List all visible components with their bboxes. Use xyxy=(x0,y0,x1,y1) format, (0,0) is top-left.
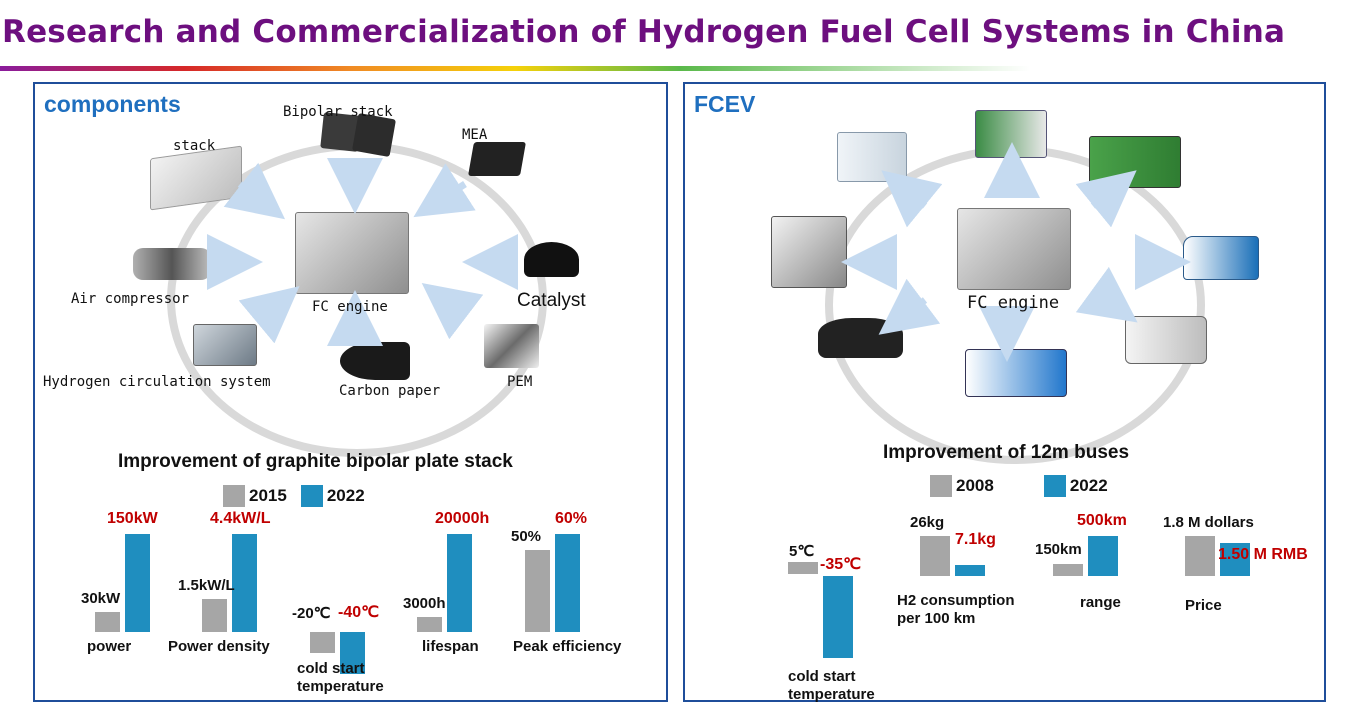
stack-chart-legend: 2015 2022 xyxy=(223,485,365,507)
components-heading: components xyxy=(44,91,181,117)
value-label-2008: 26kg xyxy=(910,514,945,531)
bar-2022 xyxy=(340,632,365,674)
fc-engine-image-2 xyxy=(957,208,1071,290)
value-label-2022: -40℃ xyxy=(338,604,380,621)
fc-engine-image xyxy=(295,212,409,294)
bus-chart-area: 5℃ -35℃ cold start temperature 26kg 7.1kg H2 … xyxy=(685,84,1328,704)
bar-2022-bus xyxy=(955,565,985,576)
bar-2008 xyxy=(1185,536,1215,576)
category-label-bus: H2 consumption per 100 km xyxy=(897,592,1015,627)
coach-bus-image xyxy=(1183,236,1259,280)
legend-swatch-2015 xyxy=(223,485,245,507)
components-panel: components stack Bipolar stack MEA FC en… xyxy=(33,82,668,702)
bar-2015 xyxy=(95,612,120,632)
stack-label: stack xyxy=(173,138,216,154)
pem-image xyxy=(484,324,539,368)
bar-2022-bus xyxy=(1088,536,1118,576)
catalyst-image xyxy=(524,242,579,277)
value-label-2015: 1.5kW/L xyxy=(178,576,235,594)
category-label-bus: range xyxy=(1080,594,1121,611)
carbon-paper-image xyxy=(340,342,410,380)
value-label-2022: 4.4kW/L xyxy=(210,510,271,527)
category-label: cold start temperature xyxy=(297,660,384,695)
pem-label: PEM xyxy=(507,374,533,390)
legend-label-2015: 2015 xyxy=(249,486,287,505)
legend-swatch-2022-bus xyxy=(1043,475,1066,497)
bar-2008 xyxy=(920,536,950,576)
bar-2015 xyxy=(202,598,227,632)
value-label-2015: 3000h xyxy=(403,595,446,613)
bar-2022 xyxy=(447,534,472,632)
bar-2022-bus xyxy=(1220,542,1250,576)
value-label-2022-bus: 7.1kg xyxy=(955,531,996,548)
value-label-2008: 5℃ xyxy=(789,543,815,560)
intercity-bus-image xyxy=(1125,316,1207,364)
carbon-paper-label: Carbon paper xyxy=(339,383,441,399)
legend-label-2022: 2022 xyxy=(326,486,365,505)
fc-engine-label: FC engine xyxy=(312,299,388,315)
value-label-2022-bus: -35℃ xyxy=(820,556,862,573)
mea-label: MEA xyxy=(462,127,488,143)
category-label-bus: cold start temperature xyxy=(788,668,875,703)
legend-label-2022-bus: 2022 xyxy=(1069,476,1108,495)
bar-2008 xyxy=(1053,564,1083,576)
hydrogen-circulation-label: Hydrogen circulation system xyxy=(43,374,271,390)
value-label-2015: 30kW xyxy=(81,590,121,608)
fcev-fc-engine-label: FC engine xyxy=(967,293,1060,313)
value-label-2022-bus: 1.50 M RMB xyxy=(1218,546,1308,563)
tractor-truck-image xyxy=(771,216,847,288)
bar-2015 xyxy=(525,550,550,632)
value-label-2015: 50% xyxy=(511,528,542,546)
stack-chart-area: 30kW 150kW power 1.5kW/L 4.4kW/L Power densit… xyxy=(35,84,670,704)
bar-2015 xyxy=(417,617,442,632)
components-arrows xyxy=(207,158,518,346)
bus-chart-legend: 2008 2022 xyxy=(930,475,1108,497)
category-label: power xyxy=(87,638,132,655)
legend-swatch-2008 xyxy=(930,475,952,497)
bar-2022 xyxy=(125,534,150,632)
legend-label-2008: 2008 xyxy=(956,476,994,495)
value-label-2022: 60% xyxy=(555,510,588,527)
bar-2008 xyxy=(788,562,818,574)
air-compressor-label: Air compressor xyxy=(71,291,190,307)
air-compressor-image xyxy=(133,248,211,280)
value-label-2022: 20000h xyxy=(435,510,490,527)
value-label-2022-bus: 500km xyxy=(1077,512,1127,529)
fcev-panel: FCEV FC engine Improvement of 12m buses … xyxy=(683,82,1328,704)
bipolar-stack-label: Bipolar stack xyxy=(283,104,393,120)
category-label: Power density xyxy=(168,638,270,655)
value-label-2015: -20℃ xyxy=(292,605,331,622)
category-label-bus: Price xyxy=(1185,597,1222,614)
stack-chart-title: Improvement of graphite bipolar plate st… xyxy=(118,451,513,472)
category-label: Peak efficiency xyxy=(513,638,622,655)
fcev-heading: FCEV xyxy=(694,91,756,117)
bar-2015 xyxy=(310,632,335,653)
value-label-2022: 150kW xyxy=(107,510,158,527)
page-title: Research and Commercialization of Hydrog… xyxy=(2,14,1286,50)
bar-2022 xyxy=(555,534,580,632)
value-label-2008: 150km xyxy=(1035,541,1082,558)
category-label: lifespan xyxy=(422,638,479,655)
catalyst-label: Catalyst xyxy=(517,290,586,311)
bar-2022 xyxy=(232,534,257,632)
fcev-arrows xyxy=(841,142,1191,362)
bar-2022-bus xyxy=(823,576,853,658)
value-label-2008: 1.8 M dollars xyxy=(1163,514,1254,531)
rainbow-divider xyxy=(0,66,1030,71)
legend-swatch-2022 xyxy=(300,485,323,507)
bus-chart-title: Improvement of 12m buses xyxy=(883,442,1130,463)
